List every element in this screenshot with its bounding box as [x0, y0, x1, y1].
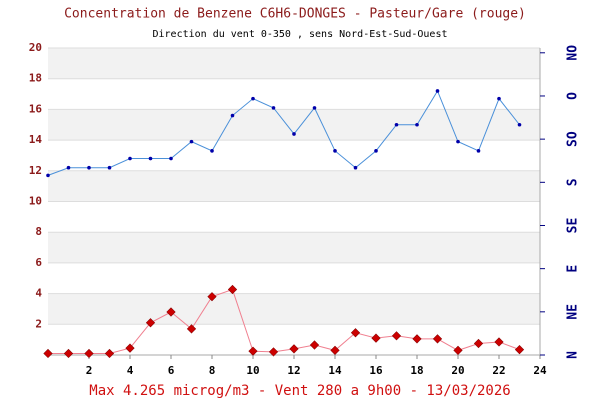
point [169, 156, 173, 161]
y2-tick-label: N [566, 351, 581, 359]
point [476, 149, 481, 153]
point [453, 345, 463, 355]
y2-tick-label: NE [566, 304, 581, 320]
chart-footer: Max 4.265 microg/m3 - Vent 280 a 9h00 - … [89, 383, 510, 399]
point [107, 165, 112, 170]
y2-tick-label: NO [566, 45, 581, 61]
point [46, 173, 50, 178]
x-tick-label: 24 [533, 364, 547, 377]
grid-band [48, 232, 540, 263]
y-tick-label: 10 [29, 195, 42, 208]
y-tick-label: 18 [29, 72, 42, 85]
point [415, 122, 419, 127]
point [432, 334, 443, 344]
y2-tick-label: E [566, 265, 581, 273]
point [227, 284, 238, 295]
y2-tick-label: S [566, 178, 581, 186]
x-tick-label: 18 [410, 364, 423, 377]
x-tick-label: 2 [86, 364, 93, 377]
point [289, 344, 299, 354]
point [251, 96, 255, 101]
point [87, 165, 91, 170]
y-tick-label: 2 [35, 317, 42, 330]
y2-tick-label: SE [566, 218, 581, 234]
x-tick-label: 14 [328, 364, 342, 377]
x-tick-label: 10 [246, 364, 259, 377]
y-tick-label: 14 [29, 133, 43, 146]
y-tick-label: 20 [29, 41, 42, 54]
point [456, 139, 460, 144]
point [517, 122, 522, 127]
grid-band [48, 170, 540, 202]
point [494, 337, 504, 347]
y-tick-label: 8 [35, 225, 42, 238]
point [312, 106, 317, 110]
point [353, 165, 358, 170]
point [63, 348, 74, 359]
x-tick-label: 16 [369, 364, 383, 377]
point [43, 348, 53, 359]
point [145, 318, 156, 328]
point [514, 345, 525, 355]
x-tick-label: 8 [209, 364, 216, 377]
point [104, 348, 115, 359]
point [371, 333, 381, 343]
grid-band [48, 293, 540, 325]
point [207, 292, 217, 302]
y2-tick-label: O [566, 92, 581, 100]
point [271, 106, 276, 110]
point [84, 348, 94, 359]
point [248, 346, 258, 356]
chart-subtitle: Direction du vent 0-350 , sens Nord-Est-… [152, 29, 447, 40]
x-tick-label: 20 [451, 364, 464, 377]
y-tick-label: 6 [35, 256, 42, 269]
point [148, 156, 153, 161]
y2-tick-label: SO [566, 131, 581, 147]
point [374, 149, 378, 153]
point [189, 139, 194, 144]
point [333, 149, 337, 153]
point [292, 132, 296, 136]
y-tick-label: 4 [35, 287, 42, 300]
point [350, 328, 361, 338]
point [268, 347, 279, 357]
point [330, 345, 340, 355]
point [210, 149, 214, 153]
point [412, 334, 422, 344]
point [473, 338, 484, 349]
x-tick-label: 12 [287, 364, 300, 377]
point [497, 96, 501, 101]
x-tick-label: 6 [168, 364, 175, 377]
point [166, 307, 176, 317]
series-line [47, 89, 520, 176]
grid-band [48, 48, 540, 79]
x-tick-label: 22 [492, 364, 505, 377]
y-tick-label: 16 [29, 102, 43, 115]
point [66, 165, 71, 170]
x-tick-label: 4 [127, 364, 134, 377]
point [394, 122, 399, 127]
point [186, 324, 197, 334]
point [125, 343, 135, 353]
point [435, 89, 440, 93]
point [230, 113, 235, 118]
chart-title: Concentration de Benzene C6H6-DONGES - P… [64, 7, 526, 22]
y-tick-label: 12 [29, 164, 42, 177]
point [391, 331, 402, 341]
point [309, 340, 320, 350]
point [128, 156, 132, 161]
